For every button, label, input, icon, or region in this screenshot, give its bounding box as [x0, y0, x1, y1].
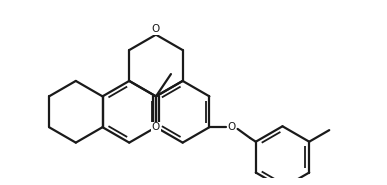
Text: O: O [152, 122, 160, 132]
Text: O: O [228, 122, 236, 132]
Text: O: O [152, 24, 160, 34]
